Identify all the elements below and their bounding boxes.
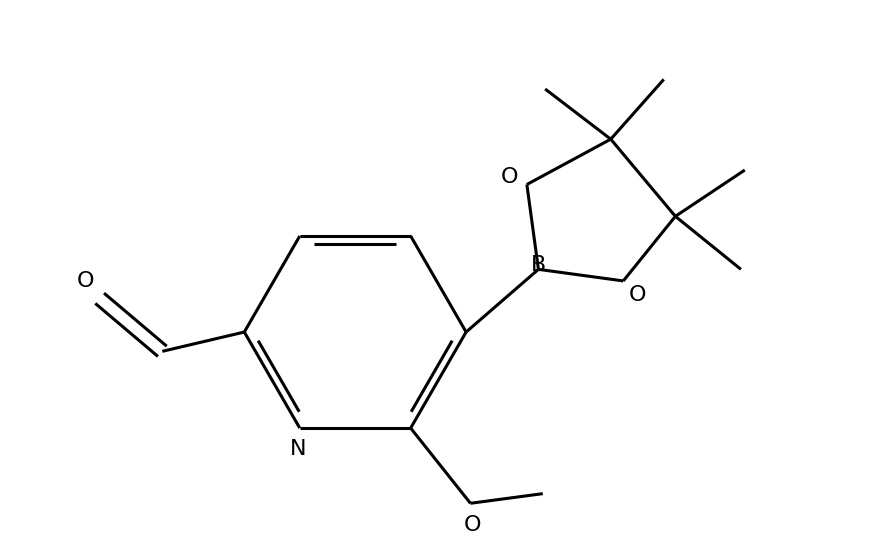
Text: O: O xyxy=(76,271,94,291)
Text: O: O xyxy=(463,514,481,535)
Text: B: B xyxy=(530,254,546,275)
Text: O: O xyxy=(500,167,518,187)
Text: O: O xyxy=(629,285,646,305)
Text: N: N xyxy=(290,439,306,459)
